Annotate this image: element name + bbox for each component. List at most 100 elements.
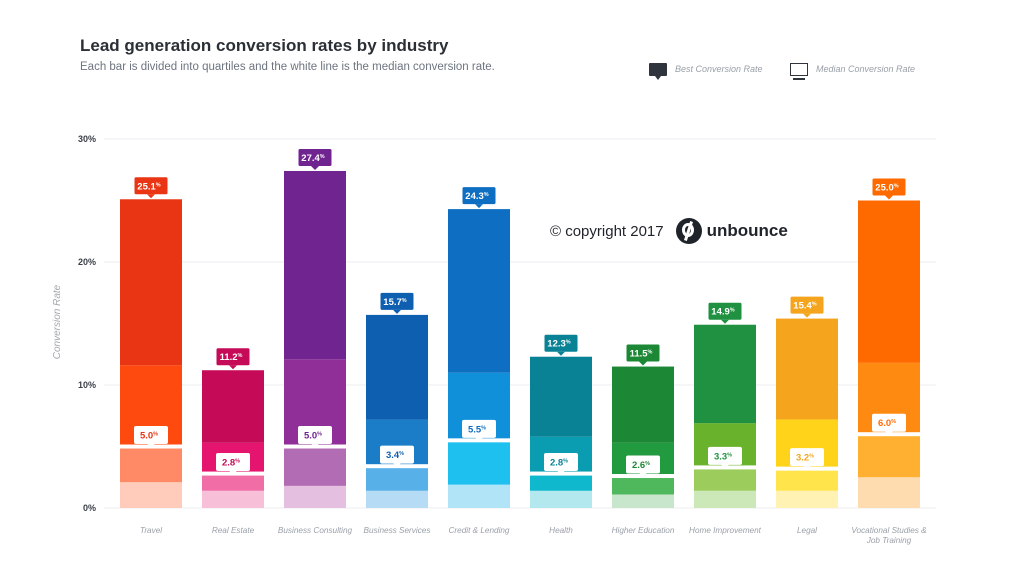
best-label-box (462, 187, 496, 205)
best-label-pointer (229, 365, 237, 370)
median-label-text: 3.3% (714, 451, 732, 462)
x-category-label: Health (549, 526, 573, 535)
best-label: 24.3% (462, 187, 496, 209)
bar-segment (284, 485, 346, 508)
best-label-text: 11.2% (220, 352, 243, 363)
best-label-percent: % (402, 298, 407, 304)
bar-segment (202, 490, 264, 508)
x-category-label: Home Improvement (689, 526, 762, 535)
bar-segment (612, 494, 674, 508)
median-label-pointer (475, 437, 483, 442)
bar-segment (448, 484, 510, 508)
y-tick-label: 30% (78, 134, 96, 144)
median-label-pointer (721, 464, 729, 469)
best-label-box (708, 302, 742, 320)
best-label-percent: % (812, 302, 817, 308)
legend-item-median: Median Conversion Rate (790, 61, 915, 80)
bar-segment (776, 468, 838, 491)
bar-segment (694, 467, 756, 491)
y-tick-label: 0% (83, 503, 96, 513)
chart-title: Lead generation conversion rates by indu… (80, 36, 449, 55)
best-label-text: 14.9% (711, 307, 735, 318)
median-label-text: 2.6% (632, 460, 650, 471)
bar-segment (202, 370, 264, 443)
bar-segment (120, 199, 182, 366)
best-label: 25.1% (134, 177, 168, 199)
median-label-text: 5.5% (468, 424, 486, 435)
best-label: 11.2% (216, 348, 250, 370)
bar-segment (776, 490, 838, 508)
bar-segment (120, 482, 182, 508)
bar-segment (448, 209, 510, 373)
median-label-percent: % (563, 459, 568, 465)
legend-filled-tag-icon (649, 62, 667, 80)
bar-segment (202, 473, 264, 491)
x-category-label: Job Training (866, 536, 912, 545)
best-label-text: 11.5% (630, 349, 653, 360)
x-category-label: Business Consulting (278, 526, 353, 535)
best-label: 15.4% (790, 296, 824, 318)
median-label-text: 3.2% (796, 453, 814, 464)
best-label-pointer (721, 319, 729, 324)
x-category-label: Credit & Lending (449, 526, 510, 535)
bar-segment (612, 366, 674, 443)
median-label: 5.0% (134, 426, 168, 448)
best-label-pointer (557, 351, 565, 356)
best-label-percent: % (156, 182, 161, 188)
median-label-pointer (311, 443, 319, 448)
best-label: 11.5% (626, 344, 660, 366)
median-label-text: 2.8% (222, 458, 240, 469)
median-label-percent: % (153, 432, 158, 438)
median-label-percent: % (235, 459, 240, 465)
bar-segment (366, 490, 428, 508)
y-axis-title: Conversion Rate (52, 284, 63, 359)
median-label: 2.6% (626, 455, 660, 478)
median-label: 5.5% (462, 419, 496, 442)
bar-segment (694, 324, 756, 424)
best-label-percent: % (648, 350, 653, 356)
median-label-percent: % (399, 451, 404, 457)
x-category-label: Business Services (364, 526, 431, 535)
median-label-pointer (885, 431, 893, 436)
y-axis: 0% 10% 20% 30% Conversion Rate (52, 134, 96, 513)
best-label: 12.3% (544, 334, 578, 356)
bar-segment (366, 314, 428, 420)
median-label: 2.8% (216, 453, 250, 475)
best-label-pointer (147, 194, 155, 199)
best-label-box (872, 178, 906, 196)
median-label-pointer (803, 465, 811, 470)
best-label-text: 25.1% (137, 181, 161, 192)
x-axis-categories: Travel Real Estate Business Consulting Busi… (140, 526, 927, 545)
bar-segment (612, 476, 674, 495)
best-label-box (626, 344, 660, 362)
best-label-text: 12.3% (547, 339, 571, 350)
x-category-label: Travel (140, 526, 162, 535)
median-label-text: 5.0% (304, 431, 322, 442)
x-category-label: Higher Education (612, 526, 675, 535)
median-label-percent: % (891, 419, 896, 425)
unbounce-logo-icon (675, 218, 702, 244)
median-label: 3.3% (708, 446, 742, 469)
bar-segment (284, 446, 346, 486)
best-label-box (298, 148, 332, 166)
x-category-label: Vocational Studies & (851, 526, 927, 535)
copyright-watermark: © copyright 2017 unbounce (550, 218, 788, 244)
best-label-percent: % (566, 340, 571, 346)
median-label-percent: % (645, 461, 650, 467)
best-label: 25.0% (872, 178, 906, 200)
best-label-percent: % (320, 154, 325, 160)
bar-segment (530, 356, 592, 437)
bar-segment (858, 477, 920, 508)
y-tick-label: 20% (78, 257, 96, 267)
best-label-box (544, 334, 578, 352)
best-label-text: 15.4% (793, 301, 817, 312)
best-label-box (134, 177, 168, 195)
bar-segment (694, 490, 756, 508)
best-label-box (790, 296, 824, 314)
best-label-percent: % (238, 353, 243, 359)
bar-segment (858, 434, 920, 478)
median-label: 6.0% (872, 413, 906, 436)
best-label: 15.7% (380, 292, 414, 314)
median-label-text: 5.0% (140, 431, 158, 442)
